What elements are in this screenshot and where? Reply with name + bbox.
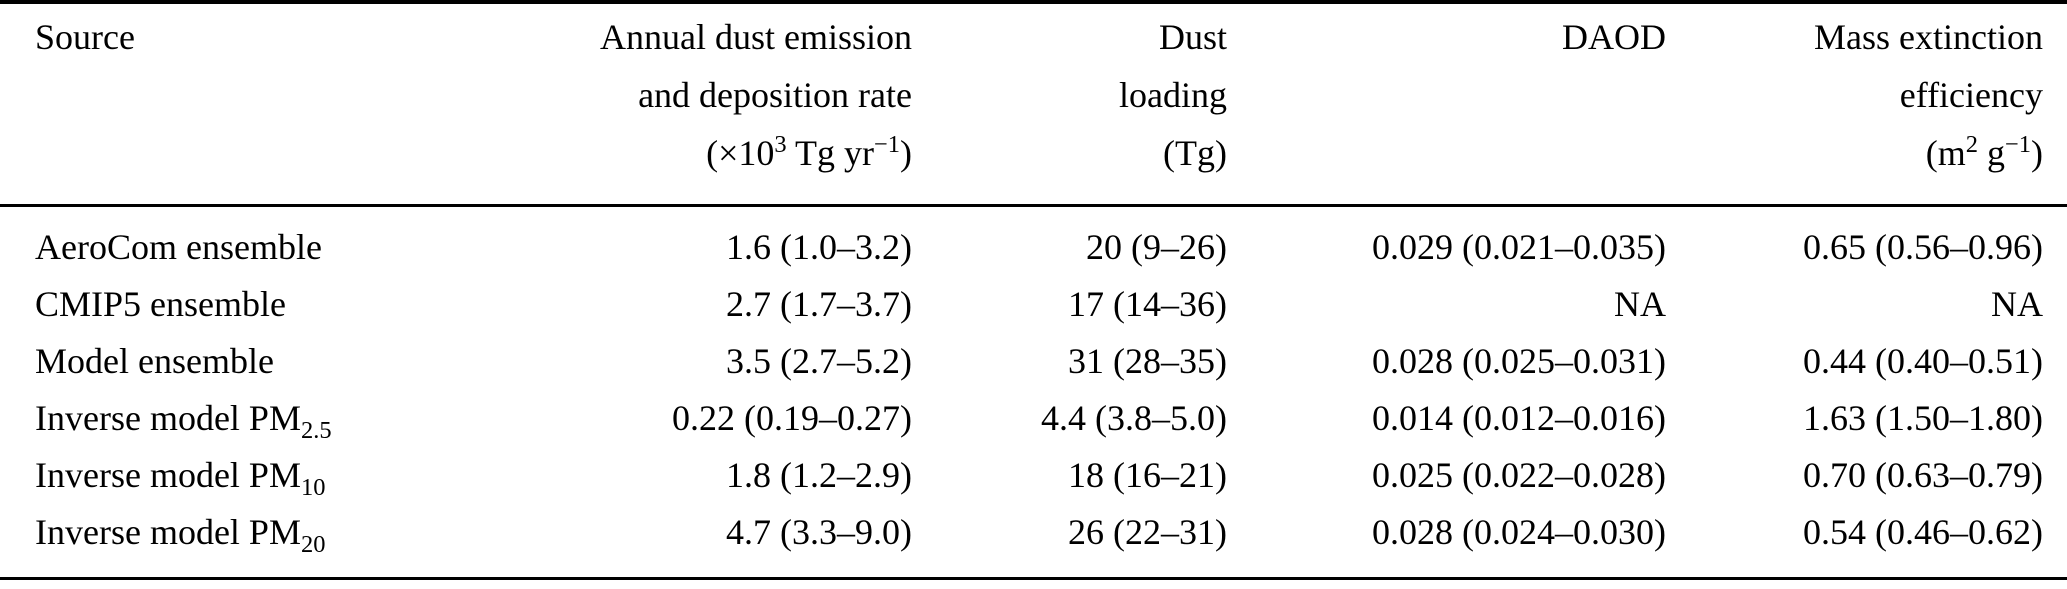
cell-source: AeroCom ensemble [35,227,322,267]
cell-loading: 17 (14–36) [1068,284,1227,324]
cell-emission: 1.8 (1.2–2.9) [726,455,912,495]
cell-extinction: 0.65 (0.56–0.96) [1803,227,2043,267]
cell-source: Model ensemble [35,341,274,381]
header-emission-unit: (×103 Tg yr−1) [706,131,912,173]
cell-extinction: 1.63 (1.50–1.80) [1803,398,2043,438]
cell-source: Inverse model PM20 [35,512,326,559]
cell-emission: 0.22 (0.19–0.27) [672,398,912,438]
cell-loading: 31 (28–35) [1068,341,1227,381]
cell-extinction: 0.70 (0.63–0.79) [1803,455,2043,495]
cell-emission: 3.5 (2.7–5.2) [726,341,912,381]
cell-loading: 26 (22–31) [1068,512,1227,552]
row-model-ensemble: Model ensemble 3.5 (2.7–5.2) 31 (28–35) … [0,333,2067,390]
header-extinction-line1: Mass extinction [1814,17,2043,57]
cell-daod: 0.029 (0.021–0.035) [1372,227,1666,267]
row-inverse-pm2p5: Inverse model PM2.5 0.22 (0.19–0.27) 4.4… [0,390,2067,447]
header-extinction-line2: efficiency [1899,75,2043,115]
cell-extinction: NA [1991,284,2043,324]
cell-source: CMIP5 ensemble [35,284,286,324]
header-daod-label: DAOD [1562,17,1666,57]
table-header: Source Annual dust emission and depositi… [0,2,2067,207]
header-source: Source [0,2,445,207]
cell-daod: 0.025 (0.022–0.028) [1372,455,1666,495]
header-extinction-unit: (m2 g−1) [1925,131,2043,173]
cell-source: Inverse model PM2.5 [35,398,332,445]
header-emission: Annual dust emission and deposition rate… [445,2,912,207]
cell-source: Inverse model PM10 [35,455,326,502]
table-body: AeroCom ensemble 1.6 (1.0–3.2) 20 (9–26)… [0,206,2067,579]
row-cmip5: CMIP5 ensemble 2.7 (1.7–3.7) 17 (14–36) … [0,276,2067,333]
cell-daod: 0.028 (0.025–0.031) [1372,341,1666,381]
cell-daod: 0.014 (0.012–0.016) [1372,398,1666,438]
row-inverse-pm10: Inverse model PM10 1.8 (1.2–2.9) 18 (16–… [0,447,2067,504]
cell-emission: 2.7 (1.7–3.7) [726,284,912,324]
cell-loading: 18 (16–21) [1068,455,1227,495]
cell-extinction: 0.44 (0.40–0.51) [1803,341,2043,381]
header-source-label: Source [35,17,135,57]
header-loading: Dust loading (Tg) [912,2,1227,207]
cell-loading: 20 (9–26) [1086,227,1227,267]
header-extinction: Mass extinction efficiency (m2 g−1) [1666,2,2067,207]
cell-loading: 4.4 (3.8–5.0) [1041,398,1227,438]
cell-daod: NA [1614,284,1666,324]
header-row: Source Annual dust emission and depositi… [0,2,2067,207]
header-emission-line2: and deposition rate [638,75,912,115]
cell-daod: 0.028 (0.024–0.030) [1372,512,1666,552]
cell-emission: 1.6 (1.0–3.2) [726,227,912,267]
header-loading-line1: Dust [1158,17,1227,57]
header-loading-unit: (Tg) [1163,133,1227,173]
header-loading-line2: loading [1119,75,1227,115]
row-aerocom: AeroCom ensemble 1.6 (1.0–3.2) 20 (9–26)… [0,206,2067,277]
cell-emission: 4.7 (3.3–9.0) [726,512,912,552]
cell-extinction: 0.54 (0.46–0.62) [1803,512,2043,552]
row-inverse-pm20: Inverse model PM20 4.7 (3.3–9.0) 26 (22–… [0,504,2067,579]
header-daod: DAOD [1227,2,1666,207]
header-emission-line1: Annual dust emission [600,17,912,57]
